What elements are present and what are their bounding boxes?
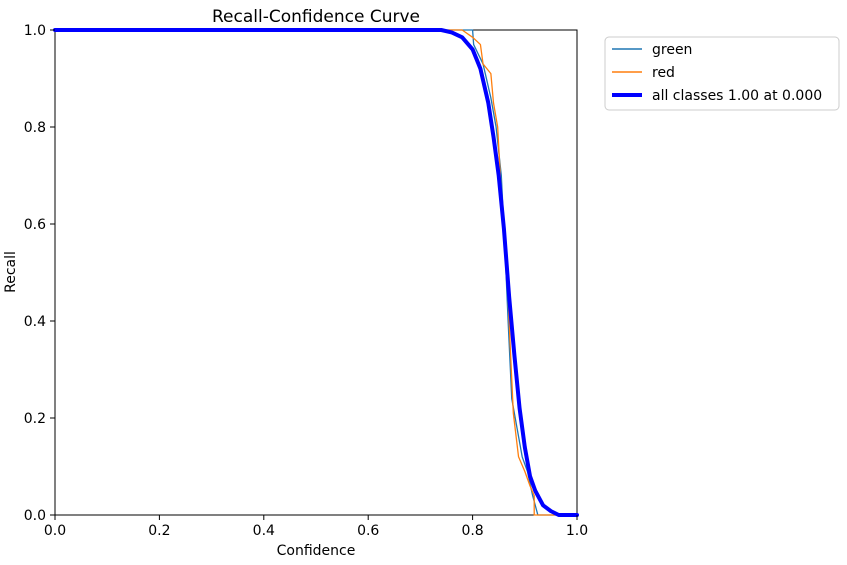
y-tick-label: 0.2: [24, 411, 46, 427]
x-axis-label: Confidence: [277, 543, 356, 559]
x-tick-label: 0.6: [357, 523, 379, 539]
series-line-red: [54, 29, 578, 516]
y-axis: 0.0 0.2 0.4 0.6 0.8 1.0: [24, 23, 55, 524]
legend-box: [604, 36, 840, 111]
x-tick-label: 0.2: [148, 523, 170, 539]
plot-lines: [53, 28, 579, 517]
series-line-all-classes: [53, 28, 579, 517]
y-tick-label: 0.4: [24, 314, 46, 330]
x-tick-label: 0.8: [461, 523, 483, 539]
y-tick-label: 1.0: [24, 23, 46, 39]
legend-label-green: green: [652, 42, 692, 58]
chart-title: Recall-Confidence Curve: [212, 7, 420, 27]
y-axis-label: Recall: [3, 251, 19, 293]
x-tick-label: 0.0: [44, 523, 66, 539]
y-tick-label: 0.8: [24, 120, 46, 136]
legend-label-red: red: [652, 65, 675, 81]
plot-frame: [54, 29, 578, 516]
legend-label-all-classes: all classes 1.00 at 0.000: [652, 88, 822, 104]
y-tick-label: 0.6: [24, 217, 46, 233]
x-tick-label: 1.0: [566, 523, 588, 539]
legend: green red all classes 1.00 at 0.000: [604, 36, 840, 111]
y-tick-label: 0.0: [24, 508, 46, 524]
x-axis: 0.0 0.2 0.4 0.6 0.8 1.0: [44, 515, 588, 539]
x-tick-label: 0.4: [253, 523, 275, 539]
series-line-green: [54, 29, 578, 516]
